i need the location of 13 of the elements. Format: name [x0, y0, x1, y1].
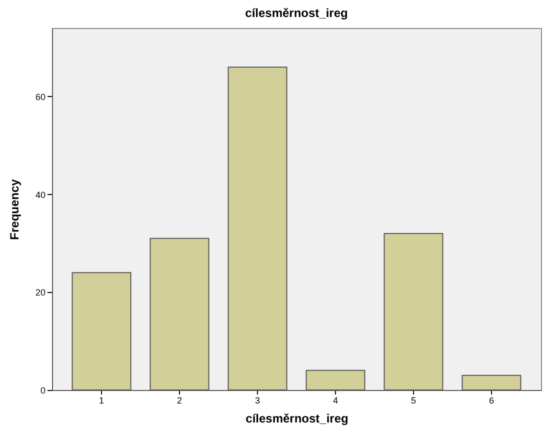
x-tick-label: 2	[177, 396, 182, 406]
y-axis-title: Frequency	[7, 178, 22, 240]
chart-title: cílesměrnost_ireg	[245, 6, 348, 20]
y-tick-label: 20	[35, 288, 46, 298]
y-tick-label: 0	[40, 386, 46, 396]
x-tick-label: 5	[410, 396, 416, 406]
x-tick-label: 1	[99, 396, 104, 406]
x-axis-title: cílesměrnost_ireg	[246, 412, 348, 426]
y-tick-label: 60	[35, 92, 46, 102]
x-tick-label: 3	[254, 396, 260, 406]
y-tick-label: 40	[35, 190, 46, 200]
x-tick-label: 6	[488, 396, 494, 406]
x-tick-label: 4	[332, 396, 338, 406]
